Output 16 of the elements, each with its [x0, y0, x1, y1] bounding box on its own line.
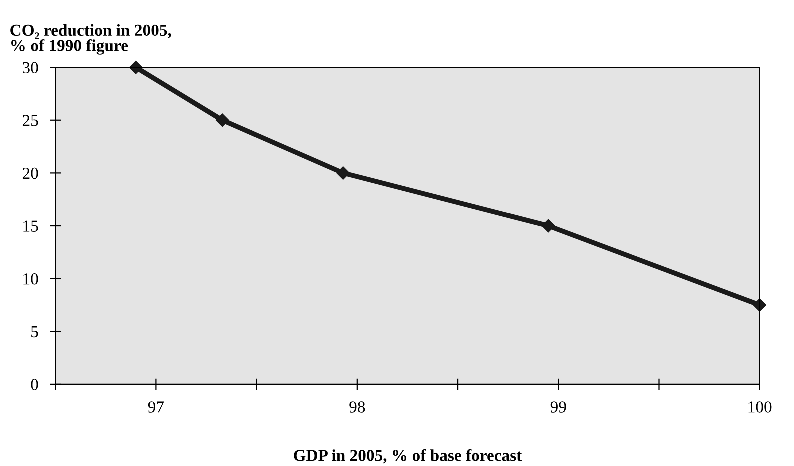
point	[216, 114, 230, 127]
y-tick-label: 10	[24, 274, 38, 285]
x-tick-label: 99	[550, 402, 566, 413]
y-tick-label: 15	[24, 220, 38, 232]
x-axis-title: GDP in 2005, % of base forecast	[294, 449, 522, 464]
x-tick-label: 98	[350, 402, 366, 413]
point	[336, 166, 350, 180]
y-tick-label: 25	[22, 115, 38, 126]
y-tick-label: 5	[32, 326, 38, 338]
y-tick-label: 30	[23, 62, 38, 74]
y-tick-label: 0	[31, 379, 38, 390]
x-tick-label: 97	[148, 402, 164, 413]
y-tick-label: 20	[22, 168, 38, 180]
point	[542, 219, 556, 233]
y-axis-title: CO₂ reduction in 2005, % of 1990 figure	[10, 24, 172, 55]
x-tick-label: 100	[748, 402, 772, 413]
